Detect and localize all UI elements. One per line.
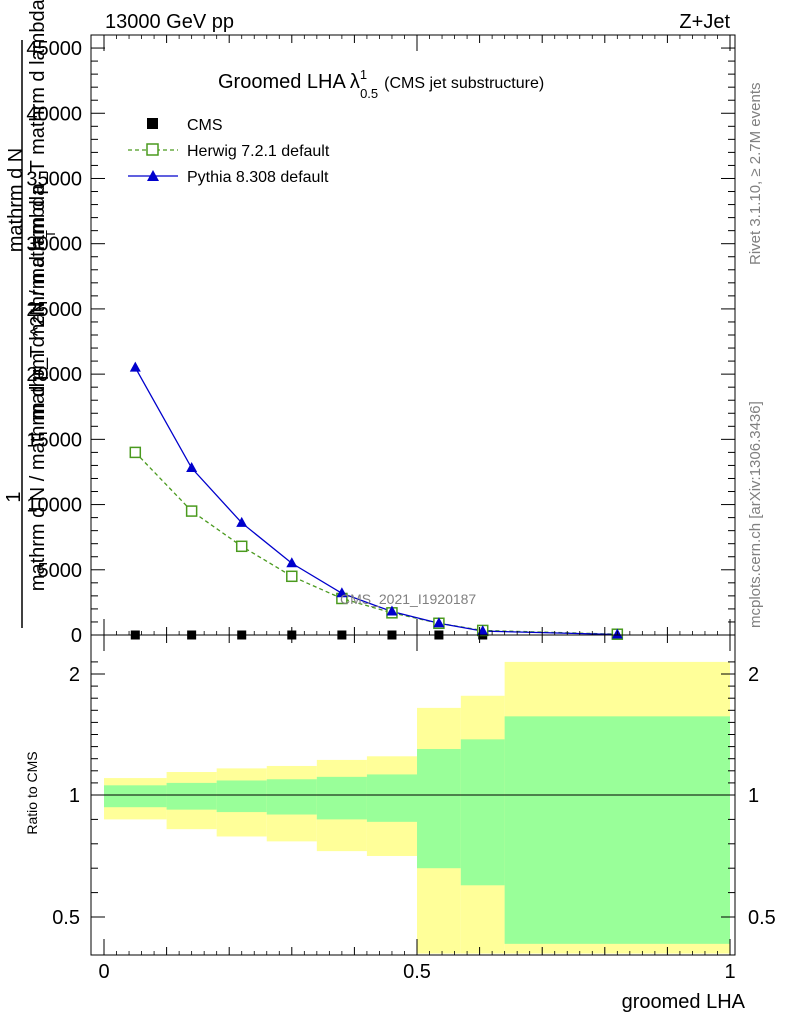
main-ytick-label: 20000 (26, 364, 82, 386)
header-energy: 13000 GeV pp (105, 11, 234, 33)
legend-cms-label: CMS (187, 117, 223, 134)
analysis-watermark: CMS_2021_I1920187 (340, 591, 476, 607)
ylabel-one: 1 (3, 491, 25, 502)
main-ytick-label: 25000 (26, 299, 82, 321)
ylabel-top: mathrm d N (5, 148, 27, 252)
ratio-band-inner (216, 780, 267, 813)
rivet-version-text: Rivet 3.1.10, ≥ 2.7M events (747, 83, 764, 266)
pythia-point (386, 605, 398, 616)
herwig-point (286, 570, 298, 583)
ratio-ylabel: Ratio to CMS (24, 751, 40, 834)
legend-pythia-marker (147, 170, 159, 181)
ratio-ytick-label-right: 0.5 (748, 907, 776, 929)
main-ytick-label: 5000 (38, 560, 83, 582)
pythia-point (129, 361, 141, 372)
main-ytick-label: 0 (71, 625, 82, 647)
main-ytick-label: 15000 (26, 429, 82, 451)
ratio-band-inner (166, 782, 217, 810)
ratio-axes: 0.5 0.5 1 1 2 2 0 0.5 1 (52, 635, 776, 983)
pythia-point (336, 587, 348, 598)
ylabel-numerator: mathrm d^2N / mathrm d p_T mathrm d lamb… (27, 0, 49, 421)
ratio-ytick-label-left: 0.5 (52, 907, 80, 929)
pythia-point (286, 557, 298, 568)
ratio-panel: 0.5 0.5 1 1 2 2 0 0.5 1 Ratio to CMS groomed LHA (24, 634, 776, 1013)
ratio-xtick-label: 1 (724, 961, 735, 983)
legend-cms-marker (147, 118, 158, 129)
ratio-band-inner (316, 776, 367, 820)
legend: CMS Herwig 7.2.1 default Pythia 8.308 de… (128, 117, 330, 186)
ratio-band-inner (417, 749, 461, 869)
ratio-xtick-label: 0 (98, 961, 109, 983)
ylabel-subscript-t: T (43, 230, 58, 238)
pythia-point (236, 516, 248, 527)
main-ytick-label: 40000 (26, 103, 82, 125)
ratio-band-inner (504, 716, 730, 944)
main-ytick-label: 10000 (26, 495, 82, 517)
ratio-plot-marks (104, 661, 730, 954)
ratio-ytick-label-left: 2 (69, 664, 80, 686)
plot-title: Groomed LHA λ1 0.5(CMS jet substructure) (218, 67, 544, 101)
main-axes: 0 5000 10000 15000 20000 25000 30000 35000 40000… (26, 35, 735, 647)
main-panel: 0 5000 10000 15000 20000 25000 30000 35000 40000… (3, 0, 736, 647)
ratio-ytick-label-right: 2 (748, 664, 759, 686)
xlabel: groomed LHA (622, 991, 746, 1013)
pythia-point (433, 617, 445, 628)
legend-pythia-label: Pythia 8.308 default (187, 169, 329, 186)
legend-herwig-label: Herwig 7.2.1 default (187, 143, 330, 160)
ratio-band-inner (366, 774, 417, 822)
ratio-band-inner (460, 739, 505, 886)
mcplots-text: mcplots.cern.ch [arXiv:1306.3436] (747, 401, 764, 628)
main-ytick-label: 30000 (26, 234, 82, 256)
main-ylabel: mathrm d N 1 mathrm d N / mathrm d p_T m… (3, 0, 58, 628)
pythia-point (186, 462, 198, 473)
herwig-point (235, 540, 248, 553)
ratio-band-inner (266, 779, 317, 815)
ylabel-denominator: mathrm d N / mathrm d p_T mathrm d lambd… (27, 184, 49, 591)
ratio-band-inner (104, 785, 167, 808)
ratio-ytick-label-right: 1 (748, 785, 759, 807)
ratio-ytick-label-left: 1 (69, 785, 80, 807)
ratio-xtick-label: 0.5 (403, 961, 431, 983)
main-ytick-label: 45000 (26, 38, 82, 60)
herwig-point (185, 505, 198, 517)
legend-herwig-marker (146, 143, 159, 156)
main-ytick-label: 35000 (26, 168, 82, 190)
header-process: Z+Jet (679, 11, 730, 33)
herwig-point (129, 446, 142, 459)
